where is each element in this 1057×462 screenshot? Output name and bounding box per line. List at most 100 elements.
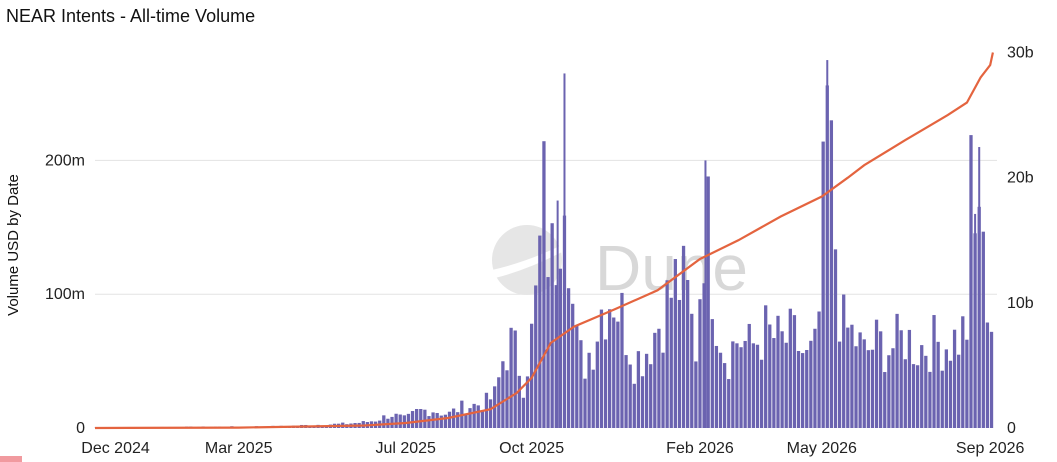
volume-bar — [419, 409, 423, 428]
volume-bar — [546, 277, 550, 428]
volume-bar — [620, 292, 624, 428]
cumulative-volume-line — [94, 52, 994, 430]
volume-bar — [842, 294, 846, 428]
volume-bar — [382, 415, 386, 428]
volume-bar — [398, 414, 402, 428]
volume-bar — [932, 315, 936, 428]
volume-bar — [800, 353, 805, 428]
volume-bar — [821, 141, 825, 428]
volume-bar — [394, 413, 398, 428]
volume-bar — [813, 328, 817, 428]
volume-bar — [739, 347, 743, 428]
volume-bar — [837, 341, 842, 428]
volume-bar — [776, 315, 780, 428]
volume-bar — [534, 285, 538, 428]
volume-bar — [887, 355, 891, 428]
volume-bar — [686, 279, 690, 428]
volume-spike-bar — [969, 160, 972, 428]
chart-title: NEAR Intents - All-time Volume — [6, 6, 256, 26]
volume-bar — [525, 376, 530, 428]
volume-bar — [858, 332, 862, 428]
volume-bar — [981, 231, 985, 428]
volume-bar — [899, 330, 903, 428]
volume-bar — [944, 349, 948, 428]
volume-bar — [854, 346, 858, 428]
volume-bar — [415, 409, 419, 428]
volume-bar — [965, 339, 969, 428]
volume-bar — [657, 328, 661, 428]
volume-bar — [476, 405, 480, 428]
volume-spike-bar — [704, 160, 707, 428]
volume-bar — [390, 416, 394, 428]
volume-bar — [948, 360, 953, 428]
volume-bar — [862, 339, 866, 428]
volume-bar — [911, 364, 916, 428]
volume-bar — [829, 120, 834, 428]
volume-bar — [702, 283, 706, 428]
y2-tick-label: 0 — [1007, 420, 1016, 437]
x-tick-label: Sep 2026 — [956, 440, 1025, 457]
volume-bar — [936, 341, 940, 428]
volume-bar — [809, 340, 813, 428]
x-tick-label: Dec 2024 — [81, 440, 150, 457]
volume-bar — [427, 416, 431, 428]
volume-bar — [952, 329, 957, 428]
volume-bar — [784, 342, 788, 428]
volume-bar — [690, 313, 694, 428]
volume-bar — [550, 223, 554, 428]
volume-bar — [879, 331, 883, 428]
volume-spike-bar — [542, 160, 545, 428]
volume-bar — [517, 375, 521, 428]
volume-bar — [903, 359, 907, 428]
bars-layer — [94, 60, 994, 429]
volume-bar — [895, 313, 899, 428]
volume-spike-bar — [556, 200, 559, 428]
volume-bar — [628, 364, 632, 428]
y2-tick-label: 10b — [1007, 295, 1034, 312]
volume-bar — [677, 299, 682, 428]
volume-bar — [595, 341, 599, 428]
x-tick-label: Oct 2025 — [499, 440, 564, 457]
volume-bar — [673, 259, 677, 428]
volume-bar — [538, 235, 542, 428]
volume-bar — [710, 319, 714, 428]
volume-bar — [772, 338, 776, 428]
volume-bar — [755, 344, 760, 428]
volume-bar — [731, 341, 735, 428]
volume-bar — [883, 372, 887, 428]
volume-bar — [722, 363, 727, 428]
dune-watermark: Dune — [595, 232, 748, 304]
volume-bar — [468, 408, 472, 428]
volume-bar — [817, 311, 821, 428]
volume-bar — [558, 268, 563, 428]
volume-bar — [447, 411, 452, 428]
volume-bar — [653, 332, 657, 428]
volume-bar — [599, 309, 604, 428]
volume-bar — [681, 245, 686, 428]
volume-bar — [706, 176, 710, 428]
volume-bar — [464, 414, 468, 428]
volume-bar — [649, 364, 653, 428]
volume-bar — [451, 408, 456, 428]
volume-bar — [644, 353, 649, 428]
volume-bar — [566, 288, 571, 428]
volume-bar — [410, 411, 415, 428]
volume-spike-bar — [826, 60, 829, 428]
volume-bar — [456, 412, 460, 428]
volume-bar — [907, 329, 912, 428]
y2-tick-label: 30b — [1007, 45, 1034, 62]
volume-bar — [608, 309, 612, 428]
x-tick-label: Feb 2026 — [666, 440, 734, 457]
volume-bar — [509, 327, 513, 428]
volume-bar — [435, 412, 439, 428]
volume-bar — [985, 322, 990, 428]
volume-bar — [513, 330, 517, 428]
volume-bar — [743, 340, 747, 428]
volume-bar — [870, 349, 875, 428]
volume-bar — [694, 361, 698, 428]
volume-bar — [571, 303, 575, 428]
volume-bar — [661, 352, 665, 428]
y-tick-label: 0 — [76, 420, 85, 437]
y-axis-title: Volume USD by Date — [5, 174, 22, 316]
